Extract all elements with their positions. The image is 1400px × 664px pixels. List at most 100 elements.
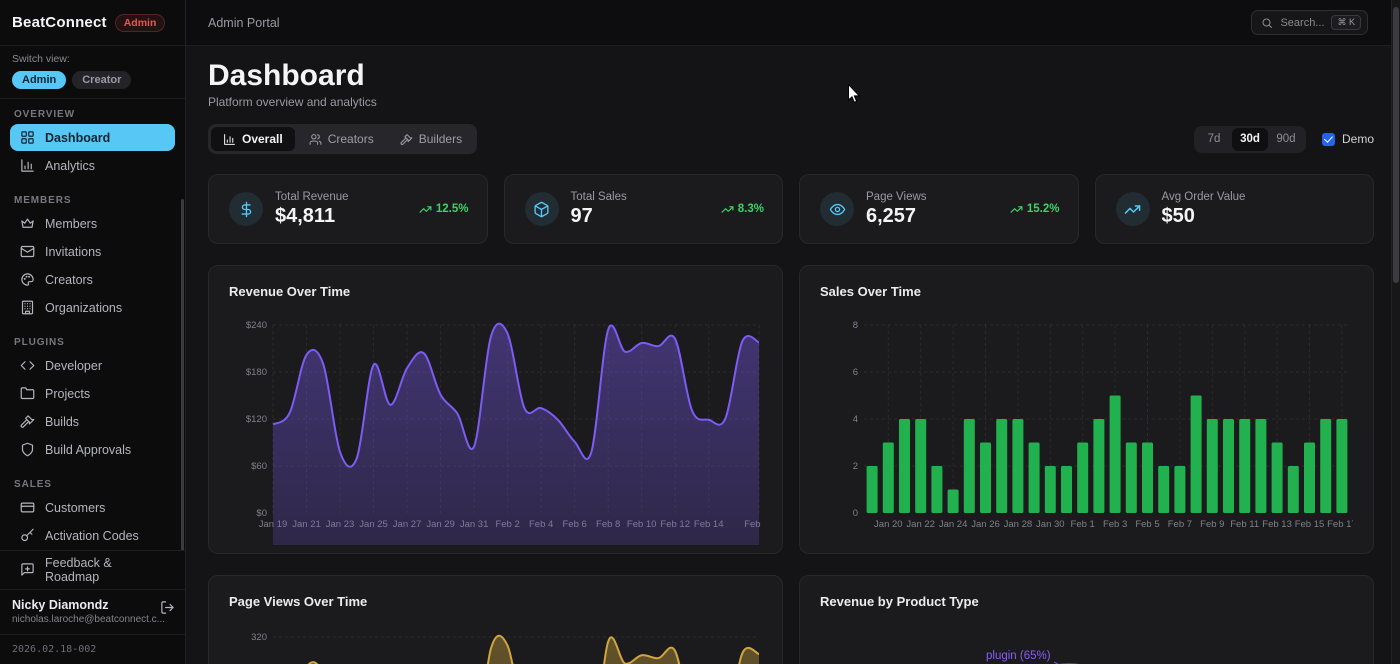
svg-text:Feb 5: Feb 5 bbox=[1135, 519, 1159, 530]
code-icon bbox=[20, 358, 35, 373]
sidebar-item-label: Invitations bbox=[45, 244, 102, 259]
main-scrollbar-track bbox=[1391, 0, 1400, 664]
user-section: Nicky Diamondz nicholas.laroche@beatconn… bbox=[0, 589, 185, 634]
trend-value: 8.3% bbox=[737, 203, 764, 215]
svg-text:Feb 13: Feb 13 bbox=[1262, 519, 1292, 530]
sidebar-item-label: Creators bbox=[45, 272, 93, 287]
stat-card-total-revenue: Total Revenue $4,811 12.5% bbox=[208, 174, 488, 244]
tab-builders[interactable]: Builders bbox=[388, 127, 474, 151]
chart-title: Sales Over Time bbox=[820, 284, 921, 299]
key-icon bbox=[20, 528, 35, 543]
switch-admin-button[interactable]: Admin bbox=[12, 71, 67, 89]
topbar: Admin Portal Search... ⌘ K bbox=[186, 0, 1400, 46]
svg-text:Jan 26: Jan 26 bbox=[971, 519, 1000, 530]
svg-text:320: 320 bbox=[251, 632, 267, 643]
sidebar-item-analytics[interactable]: Analytics bbox=[10, 152, 175, 179]
svg-text:Feb 11: Feb 11 bbox=[1230, 519, 1259, 530]
brand-row: BeatConnect Admin bbox=[0, 0, 185, 46]
log-out-icon[interactable] bbox=[160, 600, 175, 615]
revenue-by-product-type-card: Revenue by Product Type plugin (65%) bbox=[799, 575, 1374, 664]
revenue-chart: Jan 19Jan 21Jan 23Jan 25Jan 27Jan 29Jan … bbox=[246, 320, 762, 545]
range-90d-button[interactable]: 90d bbox=[1276, 133, 1296, 145]
sidebar-item-members[interactable]: Members bbox=[10, 210, 175, 237]
sidebar-item-label: Customers bbox=[45, 500, 106, 515]
stat-card-avg-order-value: Avg Order Value $50 bbox=[1094, 174, 1374, 244]
switch-view-label: Switch view: bbox=[12, 53, 70, 65]
svg-text:Jan 24: Jan 24 bbox=[939, 519, 968, 530]
demo-checkbox[interactable] bbox=[1321, 132, 1335, 146]
sidebar-item-projects[interactable]: Projects bbox=[10, 380, 175, 407]
sidebar-nav: OVERVIEW Dashboard Analytics MEMBERS Mem… bbox=[0, 99, 185, 550]
sidebar-item-creators[interactable]: Creators bbox=[10, 266, 175, 293]
page-subtitle: Platform overview and analytics bbox=[208, 95, 377, 109]
page-views-over-time-card: Page Views Over Time 320 bbox=[208, 575, 783, 664]
sidebar-item-build-approvals[interactable]: Build Approvals bbox=[10, 436, 175, 463]
crown-icon bbox=[20, 216, 35, 231]
sidebar-item-label: Developer bbox=[45, 358, 102, 373]
range-30d-button[interactable]: 30d bbox=[1231, 127, 1268, 151]
sidebar-item-developer[interactable]: Developer bbox=[10, 352, 175, 379]
chart-title: Revenue Over Time bbox=[229, 284, 351, 299]
stat-label: Total Sales bbox=[570, 191, 627, 203]
stat-label: Total Revenue bbox=[275, 191, 349, 203]
section-title-plugins: PLUGINS bbox=[14, 337, 65, 348]
palette-icon bbox=[20, 272, 35, 287]
trending-up-icon bbox=[1010, 203, 1023, 216]
topbar-title: Admin Portal bbox=[208, 15, 280, 30]
trend-badge: 12.5% bbox=[419, 203, 469, 216]
mouse-cursor bbox=[848, 84, 861, 103]
svg-text:Jan 22: Jan 22 bbox=[906, 519, 935, 530]
package-icon bbox=[533, 201, 550, 218]
main-scrollbar[interactable] bbox=[1393, 7, 1399, 283]
brand-logo: BeatConnect bbox=[12, 14, 107, 31]
svg-text:0: 0 bbox=[853, 508, 858, 519]
shield-icon bbox=[20, 442, 35, 457]
sidebar-item-label: Builds bbox=[45, 414, 80, 429]
svg-text:$120: $120 bbox=[246, 414, 267, 425]
svg-text:6: 6 bbox=[853, 367, 858, 378]
svg-text:Feb 15: Feb 15 bbox=[1295, 519, 1325, 530]
message-square-plus-icon bbox=[20, 562, 35, 577]
hammer-icon bbox=[20, 414, 35, 429]
trend-badge: 8.3% bbox=[721, 203, 764, 216]
page-views-chart: 320 bbox=[251, 632, 760, 664]
sidebar-item-invitations[interactable]: Invitations bbox=[10, 238, 175, 265]
main-content: Dashboard Platform overview and analytic… bbox=[186, 46, 1400, 664]
stat-card-page-views: Page Views 6,257 15.2% bbox=[799, 174, 1079, 244]
page-title: Dashboard bbox=[208, 59, 365, 92]
sidebar-item-label: Activation Codes bbox=[45, 528, 139, 543]
tab-creators[interactable]: Creators bbox=[297, 127, 386, 151]
sidebar-item-label: Feedback & Roadmap bbox=[45, 555, 112, 584]
revenue-over-time-card: Revenue Over Time Jan 19Jan 21Jan 23Jan … bbox=[208, 265, 783, 554]
switch-creator-button[interactable]: Creator bbox=[72, 71, 132, 89]
sidebar-item-label: Projects bbox=[45, 386, 91, 401]
sidebar-item-activation-codes[interactable]: Activation Codes bbox=[10, 522, 175, 549]
svg-text:plugin (65%): plugin (65%) bbox=[986, 650, 1051, 662]
view-switcher: Switch view: Admin Creator bbox=[0, 46, 185, 99]
tab-overall[interactable]: Overall bbox=[211, 127, 295, 151]
search-icon bbox=[1261, 17, 1273, 29]
sidebar-item-builds[interactable]: Builds bbox=[10, 408, 175, 435]
sidebar-item-dashboard[interactable]: Dashboard bbox=[10, 124, 175, 151]
building-icon bbox=[20, 300, 35, 315]
hammer-icon bbox=[400, 133, 413, 146]
users-icon bbox=[309, 133, 322, 146]
search-input[interactable]: Search... ⌘ K bbox=[1251, 10, 1368, 35]
search-shortcut-kbd: ⌘ K bbox=[1331, 15, 1361, 30]
sidebar-item-feedback-roadmap[interactable]: Feedback & Roadmap bbox=[10, 555, 175, 584]
trend-badge: 15.2% bbox=[1010, 203, 1060, 216]
svg-text:Feb 1: Feb 1 bbox=[1071, 519, 1095, 530]
svg-text:Jan 30: Jan 30 bbox=[1036, 519, 1065, 530]
sales-chart: Jan 20 Jan 22 Jan 24 Jan 26 Jan 28 Jan 30 Feb … bbox=[853, 320, 1353, 530]
svg-text:Jan 28: Jan 28 bbox=[1004, 519, 1033, 530]
user-email: nicholas.laroche@beatconnect.c... bbox=[12, 614, 166, 625]
sidebar-item-customers[interactable]: Customers bbox=[10, 494, 175, 521]
sidebar-scrollbar[interactable] bbox=[181, 199, 184, 550]
chart-title: Revenue by Product Type bbox=[820, 594, 979, 609]
stat-card-total-sales: Total Sales 97 8.3% bbox=[503, 174, 783, 244]
sidebar-item-organizations[interactable]: Organizations bbox=[10, 294, 175, 321]
folder-icon bbox=[20, 386, 35, 401]
section-title-overview: OVERVIEW bbox=[14, 109, 75, 120]
range-7d-button[interactable]: 7d bbox=[1207, 133, 1221, 145]
section-title-members: MEMBERS bbox=[14, 195, 72, 206]
